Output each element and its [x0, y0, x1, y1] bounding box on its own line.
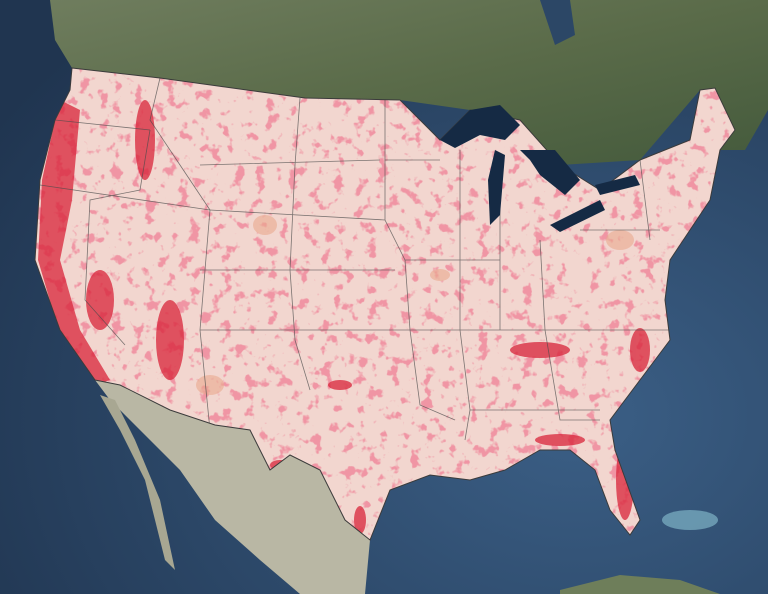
great-lakes — [440, 105, 640, 232]
cuba — [560, 575, 720, 594]
mexico — [95, 380, 370, 594]
bahamas — [662, 510, 718, 530]
lake-ontario — [595, 175, 640, 195]
state-borders — [39, 77, 670, 441]
baja — [100, 395, 175, 570]
lake-huron — [520, 150, 580, 195]
hudson-bay — [540, 0, 575, 45]
canada — [50, 0, 768, 165]
soft-patches — [196, 215, 634, 395]
lake-michigan — [488, 150, 505, 225]
lake-superior — [440, 105, 520, 148]
lake-erie — [550, 200, 605, 232]
